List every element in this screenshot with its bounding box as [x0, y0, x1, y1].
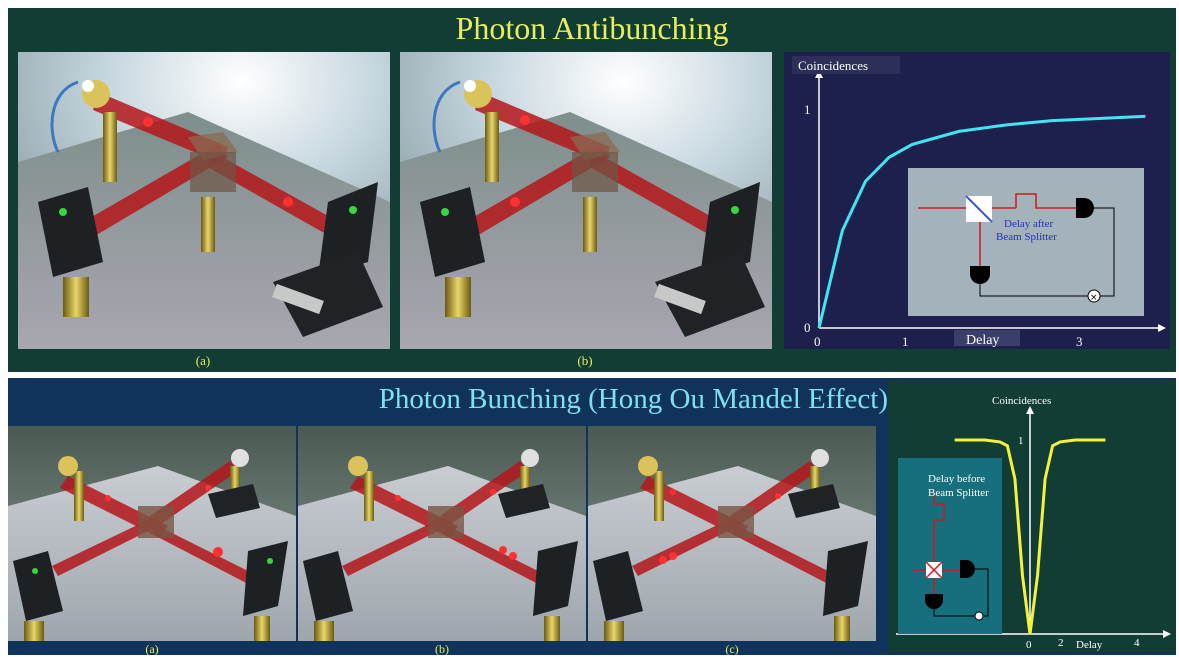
hom-setup-inset: Delay before Beam Splitter [898, 458, 1002, 634]
detector-icon-2 [925, 594, 943, 609]
coincidence-counter-icon [974, 611, 984, 621]
antibunching-render-a [18, 52, 390, 349]
antibunching-render-b [400, 52, 772, 349]
y-axis-label: Coincidences [798, 58, 868, 73]
hom-dip-chart: Coincidences 1 0 2 Delay 4 Delay [896, 395, 1171, 651]
y-axis-label: Coincidences [992, 395, 1051, 407]
y-axis-arrow [1026, 406, 1034, 414]
bunching-caption-a: (a) [145, 642, 159, 656]
caption-b: (b) [577, 353, 593, 368]
inset-background [908, 168, 1144, 316]
bunching-caption-c: (c) [725, 642, 739, 656]
caption-a: (a) [195, 353, 211, 368]
x-axis-label: Delay [1076, 639, 1103, 651]
x-tick-0: 0 [814, 334, 821, 349]
delay-line [933, 492, 945, 570]
ylabel-bg [792, 56, 900, 74]
svg-text:×: × [1090, 293, 1098, 303]
detector-icon-2 [970, 266, 990, 284]
x-tick-3: 3 [1076, 334, 1083, 349]
hom-scene-a [8, 426, 296, 641]
coincidence-counter-icon [1087, 289, 1101, 303]
x-axis-arrow [1163, 630, 1171, 638]
x-tick-0: 0 [1026, 639, 1032, 651]
inset-background [898, 458, 1002, 634]
optical-table-scene-b [400, 52, 772, 349]
antibunching-title: Photon Antibunching [455, 10, 729, 46]
detector-icon-1 [960, 560, 975, 578]
bunching-graph: Coincidences 1 0 2 Delay 4 Delay [888, 380, 1176, 652]
hom-scene-c [588, 426, 876, 641]
antibunching-section: Photon Antibunching [8, 8, 1176, 372]
inset-label-line1: Delay after [1004, 218, 1053, 230]
antibunching-chart: Coincidences Delay 1 0 0 1 3 [792, 56, 1166, 349]
y-tick-1: 1 [804, 102, 811, 117]
bunching-section: Photon Bunching (Hong Ou Mandel Effect) [8, 378, 1176, 656]
setup-inset: × Delay after Beam Splitter [908, 168, 1144, 316]
antibunching-graph: Coincidences Delay 1 0 0 1 3 [784, 52, 1170, 349]
inset-label-line2: Beam Splitter [928, 487, 989, 499]
inset-label-line2: Beam Splitter [996, 231, 1057, 243]
bunching-title: Photon Bunching (Hong Ou Mandel Effect) [378, 383, 888, 415]
hom-dip-curve [954, 438, 1106, 635]
x-axis-label: Delay [966, 333, 999, 348]
inset-label-line1: Delay before [928, 473, 985, 485]
xlabel-bg [954, 330, 1020, 346]
y-tick-1: 1 [1018, 435, 1024, 447]
y-tick-0: 0 [804, 320, 811, 335]
bunching-render-a [8, 426, 296, 641]
bunching-caption-b: (b) [435, 642, 449, 656]
x-axis-arrow [1158, 324, 1166, 332]
hom-scene-b [298, 426, 586, 641]
bunching-render-b [298, 426, 586, 641]
optical-table-scene-a [18, 52, 390, 349]
coincidence-curve [817, 114, 1146, 329]
detector-icon-1 [1076, 198, 1094, 218]
x-tick-2: 2 [1058, 637, 1064, 649]
bunching-render-c [588, 426, 876, 641]
x-tick-4: 4 [1134, 637, 1140, 649]
x-tick-1: 1 [902, 334, 909, 349]
delay-line [1015, 193, 1076, 209]
